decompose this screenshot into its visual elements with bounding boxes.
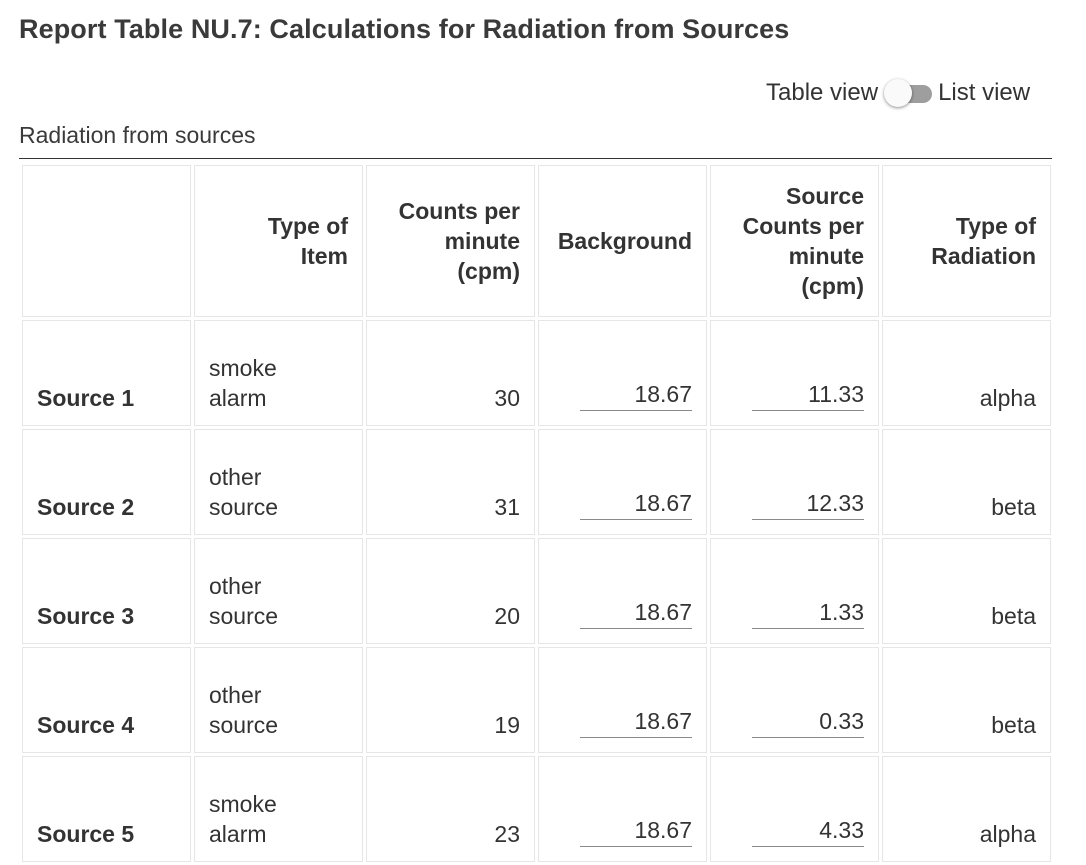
source-cpm-input[interactable] [752, 378, 864, 411]
header-text: Type of [267, 213, 348, 239]
item-type-text: smoke [209, 791, 277, 817]
item-type-cell: other source [194, 647, 363, 753]
row-label: Source 5 [22, 756, 191, 862]
source-cpm-cell [710, 538, 879, 644]
caption-divider [19, 158, 1052, 159]
radiation-type-cell: alpha [882, 320, 1051, 426]
table-caption: Radiation from sources [19, 122, 256, 148]
background-cell [538, 756, 707, 862]
row-label: Source 3 [22, 538, 191, 644]
source-cpm-cell [710, 647, 879, 753]
source-cpm-input[interactable] [752, 596, 864, 629]
header-text: (cpm) [801, 273, 864, 299]
header-text: minute [444, 228, 520, 254]
toggle-knob [884, 79, 913, 107]
cpm-cell: 23 [366, 756, 535, 862]
background-cell [538, 320, 707, 426]
page-title: Report Table NU.7: Calculations for Radi… [19, 14, 790, 44]
header-background: Background [538, 165, 707, 317]
header-text: (cpm) [457, 258, 520, 284]
header-text: Background [557, 228, 692, 254]
radiation-type-cell: beta [882, 647, 1051, 753]
header-text: Item [300, 243, 348, 269]
header-row-label [22, 165, 191, 317]
item-type-cell: smoke alarm [194, 320, 363, 426]
header-text: Type of [955, 213, 1036, 239]
source-cpm-input[interactable] [752, 705, 864, 738]
source-cpm-input[interactable] [752, 814, 864, 847]
table-row: Source 1 smoke alarm 30 alpha [22, 320, 1051, 426]
header-text: Source [786, 183, 864, 209]
table-row: Source 5 smoke alarm 23 alpha [22, 756, 1051, 862]
background-input[interactable] [580, 596, 692, 629]
radiation-type-cell: beta [882, 429, 1051, 535]
row-label: Source 2 [22, 429, 191, 535]
item-type-text: source [209, 712, 279, 738]
list-view-label: List view [938, 79, 1031, 106]
header-row: Type of Item Counts per minute (cpm) Bac… [22, 165, 1051, 317]
source-cpm-cell [710, 756, 879, 862]
item-type-text: other [209, 464, 262, 490]
background-cell [538, 429, 707, 535]
radiation-table: Type of Item Counts per minute (cpm) Bac… [19, 162, 1054, 865]
item-type-cell: other source [194, 429, 363, 535]
table-row: Source 4 other source 19 beta [22, 647, 1051, 753]
table-row: Source 3 other source 20 beta [22, 538, 1051, 644]
view-toggle-switch[interactable] [884, 78, 934, 108]
cpm-cell: 31 [366, 429, 535, 535]
radiation-type-cell: alpha [882, 756, 1051, 862]
header-cpm: Counts per minute (cpm) [366, 165, 535, 317]
source-cpm-input[interactable] [752, 487, 864, 520]
table-row: Source 2 other source 31 beta [22, 429, 1051, 535]
cpm-cell: 19 [366, 647, 535, 753]
background-cell [538, 647, 707, 753]
header-text: Counts per [742, 213, 864, 239]
background-input[interactable] [580, 378, 692, 411]
header-text: minute [788, 243, 864, 269]
item-type-text: alarm [209, 385, 267, 411]
table-view-label: Table view [766, 79, 879, 106]
background-input[interactable] [580, 487, 692, 520]
cpm-cell: 20 [366, 538, 535, 644]
header-source-cpm: Source Counts per minute (cpm) [710, 165, 879, 317]
cpm-cell: 30 [366, 320, 535, 426]
source-cpm-cell [710, 429, 879, 535]
row-label: Source 1 [22, 320, 191, 426]
row-label: Source 4 [22, 647, 191, 753]
item-type-text: smoke [209, 355, 277, 381]
header-type-of-item: Type of Item [194, 165, 363, 317]
background-input[interactable] [580, 814, 692, 847]
item-type-cell: other source [194, 538, 363, 644]
item-type-text: other [209, 682, 262, 708]
item-type-text: source [209, 494, 279, 520]
header-type-of-radiation: Type of Radiation [882, 165, 1051, 317]
view-toggle: Table view List view [766, 78, 1030, 108]
background-input[interactable] [580, 705, 692, 738]
header-text: Counts per [398, 198, 520, 224]
item-type-text: other [209, 573, 262, 599]
source-cpm-cell [710, 320, 879, 426]
header-text: Radiation [931, 243, 1036, 269]
item-type-text: alarm [209, 821, 267, 847]
item-type-cell: smoke alarm [194, 756, 363, 862]
background-cell [538, 538, 707, 644]
radiation-type-cell: beta [882, 538, 1051, 644]
item-type-text: source [209, 603, 279, 629]
